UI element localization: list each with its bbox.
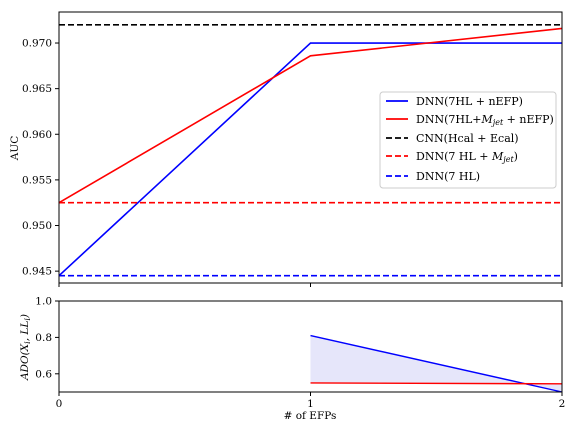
legend-label-dnn-7hl-mjet-nefp: DNN(7HL+Mjet + nEFP) bbox=[416, 113, 554, 127]
legend-label-cnn-hcal-ecal: CNN(Hcal + Ecal) bbox=[416, 132, 519, 145]
ado-y-tick-label: 0.6 bbox=[35, 368, 52, 380]
legend-label-dnn-7hl-mjet: DNN(7 HL + Mjet) bbox=[416, 150, 518, 164]
auc-y-tick-label: 0.955 bbox=[22, 174, 52, 186]
ado-x-tick-label: 1 bbox=[307, 398, 314, 410]
legend-label-dnn-7hl: DNN(7 HL) bbox=[416, 170, 480, 183]
ado-x-tick-label: 0 bbox=[56, 398, 63, 410]
legend: DNN(7HL + nEFP) DNN(7HL+Mjet + nEFP) CNN… bbox=[380, 92, 556, 188]
legend-label-dnn-7hl-nefp: DNN(7HL + nEFP) bbox=[416, 95, 523, 108]
auc-y-tick-label: 0.970 bbox=[22, 38, 52, 50]
ado-y-tick-label: 0.8 bbox=[35, 332, 52, 344]
ado-x-tick-label: 2 bbox=[559, 398, 566, 410]
ado-y-axis-label: ADO(Xi, LLi) bbox=[19, 314, 32, 381]
ado-y-tick-label: 1.0 bbox=[35, 296, 52, 308]
auc-y-tick-label: 0.945 bbox=[22, 266, 52, 278]
ado-series-line-1 bbox=[311, 383, 563, 384]
auc-y-tick-label: 0.950 bbox=[22, 220, 52, 232]
ado-x-axis-label: # of EFPs bbox=[284, 410, 337, 422]
auc-y-tick-label: 0.960 bbox=[22, 129, 52, 141]
auc-y-axis-label: AUC bbox=[9, 136, 21, 161]
auc-y-tick-label: 0.965 bbox=[22, 83, 52, 95]
